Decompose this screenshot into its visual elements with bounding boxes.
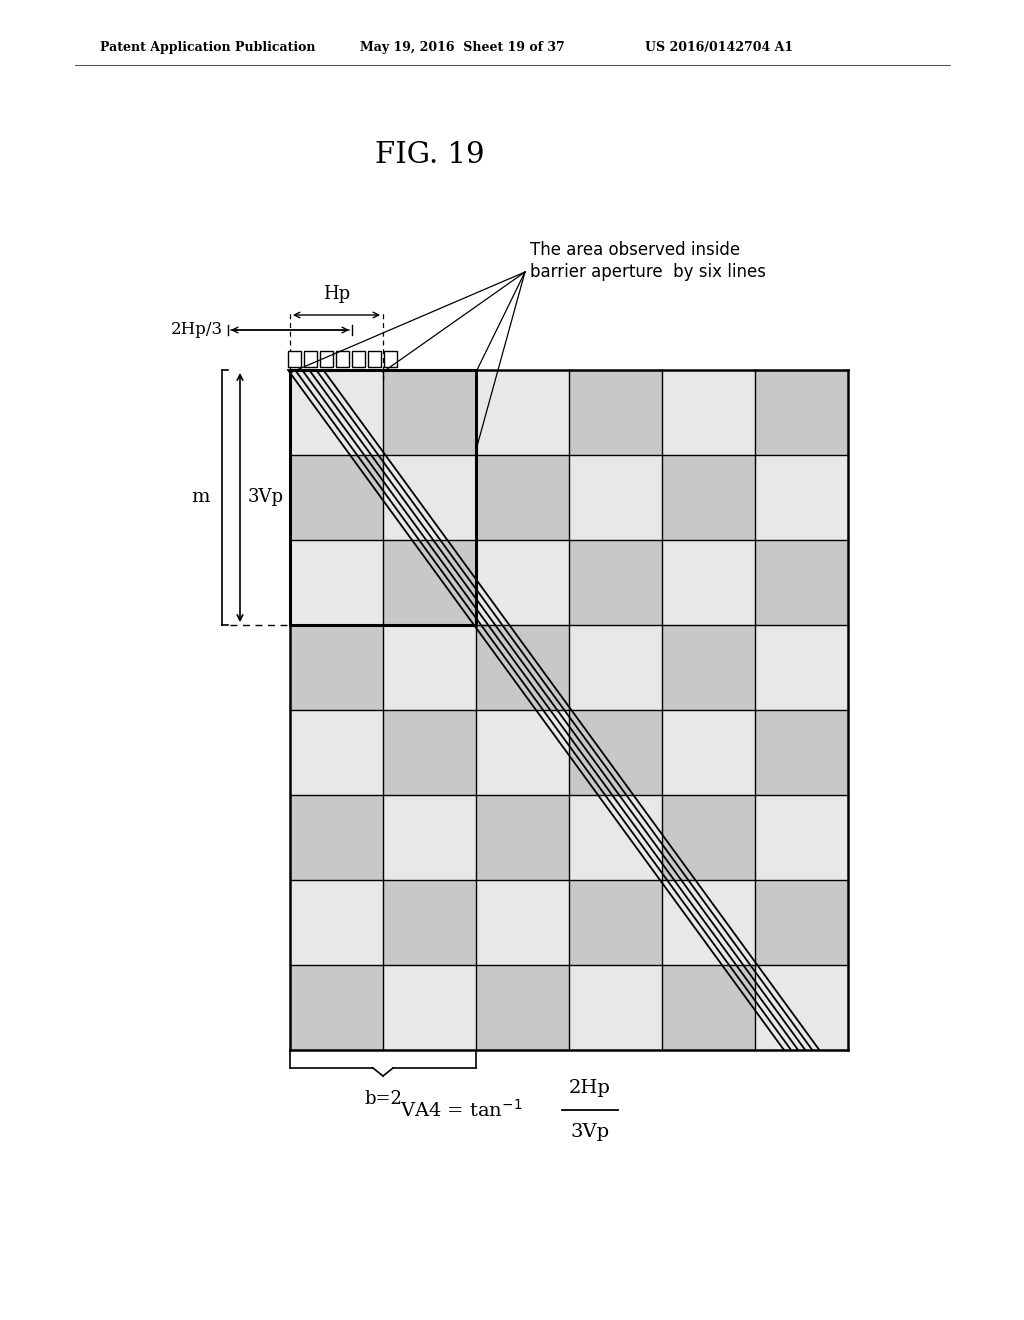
Bar [288,351,301,367]
Bar [383,455,476,540]
Bar [476,540,569,624]
Bar [383,370,476,455]
Text: m: m [191,488,210,507]
Bar [336,351,349,367]
Bar [662,965,755,1049]
Bar [569,455,662,540]
Bar [290,455,383,540]
Bar [383,795,476,880]
Bar [290,540,383,624]
Bar [476,795,569,880]
Bar [755,710,848,795]
Bar [662,795,755,880]
Bar [755,965,848,1049]
Bar [569,710,662,795]
Bar [569,370,662,455]
Bar [290,880,383,965]
Bar [755,540,848,624]
Bar [662,540,755,624]
Text: Hp: Hp [323,285,350,304]
Bar [569,880,662,965]
Bar [476,880,569,965]
Bar [290,795,383,880]
Text: 3Vp: 3Vp [248,488,284,507]
Text: VA4 = tan$^{-1}$: VA4 = tan$^{-1}$ [400,1100,522,1121]
Bar [662,624,755,710]
Bar [290,965,383,1049]
Bar [662,455,755,540]
Text: 2Hp: 2Hp [569,1078,611,1097]
Text: May 19, 2016  Sheet 19 of 37: May 19, 2016 Sheet 19 of 37 [360,41,565,54]
Bar [569,624,662,710]
Text: The area observed inside: The area observed inside [530,242,740,259]
Text: US 2016/0142704 A1: US 2016/0142704 A1 [645,41,794,54]
Bar [368,351,381,367]
Text: FIG. 19: FIG. 19 [375,141,484,169]
Bar [476,455,569,540]
Bar [476,710,569,795]
Bar [383,624,476,710]
Bar [383,880,476,965]
Bar [290,370,476,624]
Text: 3Vp: 3Vp [570,1123,609,1140]
Bar [755,624,848,710]
Bar [352,351,365,367]
Bar [476,965,569,1049]
Text: barrier aperture  by six lines: barrier aperture by six lines [530,263,766,281]
Bar [319,351,333,367]
Bar [304,351,317,367]
Bar [662,710,755,795]
Bar [755,880,848,965]
Bar [290,710,383,795]
Bar [384,351,397,367]
Bar [662,880,755,965]
Bar [383,540,476,624]
Bar [755,455,848,540]
Bar [290,624,383,710]
Bar [476,624,569,710]
Bar [755,370,848,455]
Text: b=2: b=2 [365,1090,402,1107]
Bar [290,370,383,455]
Bar [662,370,755,455]
Bar [476,370,569,455]
Bar [569,795,662,880]
Bar [755,795,848,880]
Bar [569,540,662,624]
Text: 2Hp/3: 2Hp/3 [171,322,223,338]
Bar [383,965,476,1049]
Bar [569,965,662,1049]
Bar [383,710,476,795]
Text: Patent Application Publication: Patent Application Publication [100,41,315,54]
